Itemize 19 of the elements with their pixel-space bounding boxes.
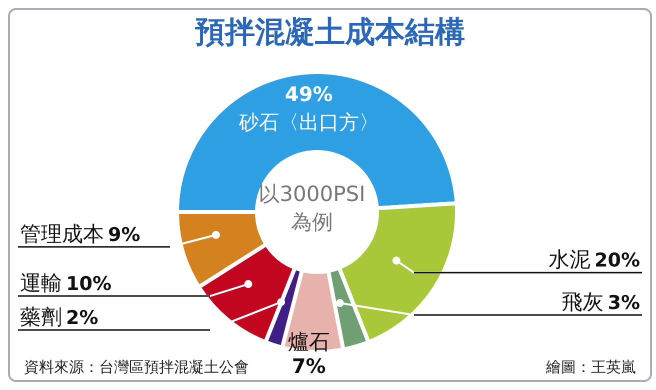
chart-title: 預拌混凝土成本結構 — [194, 14, 466, 52]
data-label: 7% — [292, 354, 326, 378]
slice-label: 砂石〈出口方〉 — [238, 110, 379, 134]
data-label: 20% — [594, 250, 640, 272]
slice-label: 飛灰 — [562, 290, 604, 314]
text: 以3000PSI — [258, 182, 366, 206]
slice-label: 藥劑 — [20, 305, 62, 330]
text: 繪圖：王英嵐 — [545, 358, 636, 376]
slice-label: 運輸 — [20, 271, 62, 296]
data-label: 9% — [108, 224, 140, 246]
slice-label: 爐石 — [288, 330, 330, 354]
data-label: 49% — [284, 82, 333, 106]
source-note: 資料來源：台灣區預拌混凝土公會 — [24, 358, 249, 376]
data-label: 3% — [608, 292, 640, 314]
data-label: 10% — [66, 273, 112, 296]
slice-label: 管理成本 — [20, 222, 104, 246]
text: 為例 — [291, 210, 333, 234]
slice-label: 水泥 — [548, 248, 591, 272]
data-label: 2% — [66, 307, 98, 330]
